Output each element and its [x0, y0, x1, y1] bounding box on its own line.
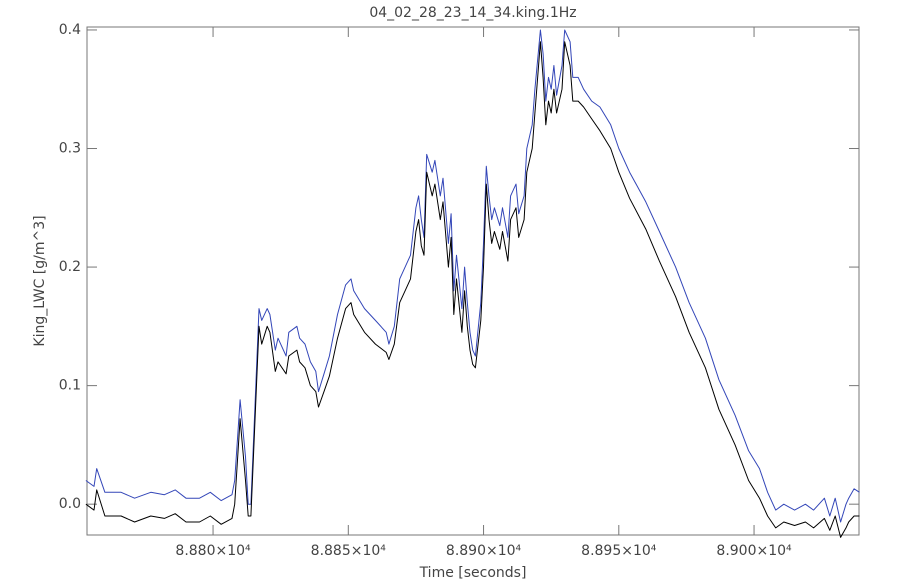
x-tick-label: 8.900×10⁴: [716, 543, 792, 559]
data-line: [85, 29, 860, 523]
y-tick-label: 0.1: [59, 378, 81, 394]
x-tick-label: 8.890×10⁴: [446, 543, 522, 559]
data-line: [85, 41, 860, 538]
x-axis-label: Time [seconds]: [419, 565, 527, 581]
x-tick-label: 8.885×10⁴: [311, 543, 387, 559]
x-tick-label: 8.895×10⁴: [581, 543, 657, 559]
y-tick-label: 0.4: [59, 22, 81, 38]
y-tick-label: 0.0: [59, 496, 81, 512]
chart-title: 04_02_28_23_14_34.king.1Hz: [369, 5, 576, 21]
y-tick-label: 0.3: [59, 141, 81, 157]
y-tick-label: 0.2: [59, 259, 81, 275]
y-axis-label: King_LWC [g/m^3]: [32, 215, 48, 346]
x-tick-label: 8.880×10⁴: [175, 543, 251, 559]
plot-frame: [86, 26, 860, 536]
